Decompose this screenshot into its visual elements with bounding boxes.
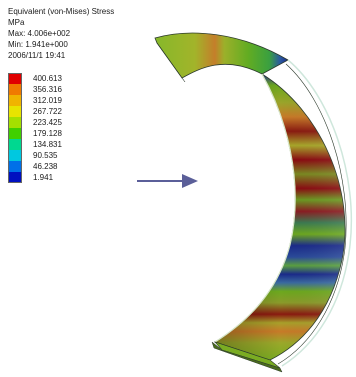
legend-swatch <box>8 73 22 84</box>
legend-label: 46.238 <box>33 162 58 171</box>
legend-label: 90.535 <box>33 151 58 160</box>
plate-bottom-edge <box>211 341 283 373</box>
result-info: Equivalent (von-Mises) Stress MPa Max: 4… <box>8 6 114 61</box>
legend-label: 179.128 <box>33 129 62 138</box>
legend-swatch <box>8 117 22 128</box>
legend-swatch <box>8 128 22 139</box>
result-unit: MPa <box>8 18 25 27</box>
plate-top-flange <box>154 32 289 79</box>
legend-label: 223.425 <box>33 118 62 127</box>
legend-swatch <box>8 139 22 150</box>
arrow-icon <box>137 174 198 188</box>
plate-top-edge <box>156 42 186 83</box>
result-max: Max: 4.006e+002 <box>8 29 71 38</box>
legend-label: 312.019 <box>33 96 62 105</box>
legend-swatch <box>8 161 22 172</box>
result-date: 2006/11/1 19:41 <box>8 51 66 60</box>
plate-curved-shade <box>215 74 346 360</box>
plate-outer-rim-line <box>277 63 347 365</box>
result-min: Min: 1.941e+000 <box>8 40 68 49</box>
plate-outer-rim <box>281 59 353 367</box>
legend-label: 1.941 <box>33 173 54 182</box>
result-title: Equivalent (von-Mises) Stress <box>8 7 115 16</box>
legend-swatch <box>8 106 22 117</box>
legend-label: 267.722 <box>33 107 62 116</box>
legend-swatch <box>8 172 22 183</box>
curved-plate-model <box>154 32 353 373</box>
legend-label: 134.831 <box>33 140 62 149</box>
legend-swatch <box>8 95 22 106</box>
plate-inner-rim <box>214 73 296 343</box>
legend-swatch <box>8 84 22 95</box>
legend-label: 400.613 <box>33 74 62 83</box>
legend-label: 356.316 <box>33 85 62 94</box>
legend-swatch <box>8 150 22 161</box>
